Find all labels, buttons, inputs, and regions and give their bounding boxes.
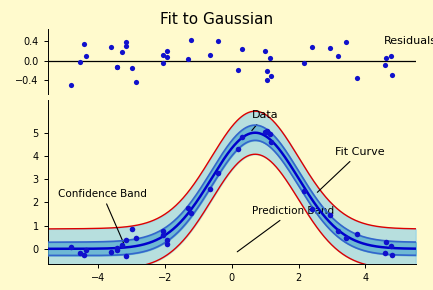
Point <box>123 44 129 48</box>
Point <box>238 135 245 139</box>
Text: Prediction Band: Prediction Band <box>237 206 334 252</box>
Point <box>215 171 222 175</box>
Text: Fit to Gaussian: Fit to Gaussian <box>160 12 273 27</box>
Point <box>77 60 84 65</box>
Point <box>382 240 389 244</box>
Point <box>108 45 115 50</box>
Point <box>123 238 130 242</box>
Point <box>160 228 167 233</box>
Point <box>264 78 271 82</box>
Point <box>235 68 242 72</box>
Point <box>261 129 268 134</box>
Point <box>164 238 171 243</box>
Point <box>185 206 192 211</box>
Point <box>68 244 75 249</box>
Point <box>119 50 126 55</box>
Point <box>123 40 130 44</box>
Point <box>113 246 120 250</box>
Point <box>342 236 349 240</box>
Point <box>113 247 120 252</box>
Point <box>263 69 270 73</box>
Point <box>238 47 245 51</box>
Point <box>389 73 396 77</box>
Point <box>164 242 171 246</box>
Point <box>207 187 214 191</box>
Point <box>128 66 135 70</box>
Point <box>113 64 120 69</box>
Point <box>128 226 135 231</box>
Point <box>81 41 87 46</box>
Point <box>108 249 115 254</box>
Point <box>113 65 120 70</box>
Point <box>326 46 333 51</box>
Point <box>300 61 307 66</box>
Point <box>83 54 90 59</box>
Point <box>334 53 341 58</box>
Point <box>264 129 271 134</box>
Point <box>81 253 87 258</box>
Point <box>119 243 126 248</box>
Point <box>308 206 315 211</box>
Point <box>381 251 388 255</box>
Point <box>160 61 167 65</box>
Point <box>207 52 214 57</box>
Point <box>187 37 194 42</box>
Point <box>185 57 192 61</box>
Point <box>215 39 222 43</box>
Point <box>164 55 171 60</box>
Point <box>164 48 171 53</box>
Text: Confidence Band: Confidence Band <box>58 188 146 243</box>
Point <box>389 252 396 257</box>
Point <box>261 49 268 54</box>
Text: Residuals: Residuals <box>384 36 433 46</box>
Point <box>187 211 194 215</box>
Point <box>83 247 90 252</box>
Point <box>334 229 341 233</box>
Point <box>382 56 389 61</box>
Point <box>77 251 84 255</box>
Point <box>235 146 242 151</box>
Point <box>266 56 273 61</box>
Point <box>268 74 275 79</box>
Point <box>132 80 139 85</box>
Point <box>354 231 361 236</box>
Point <box>300 188 307 193</box>
Point <box>308 45 315 49</box>
Point <box>132 236 139 241</box>
Point <box>159 53 166 57</box>
Point <box>354 75 361 80</box>
Text: Fit Curve: Fit Curve <box>317 147 385 192</box>
Text: Data: Data <box>252 110 278 130</box>
Point <box>342 40 349 44</box>
Point <box>68 82 75 87</box>
Point <box>387 244 394 248</box>
Point <box>159 233 166 238</box>
Point <box>387 53 394 58</box>
Point <box>266 132 273 137</box>
Point <box>326 213 333 217</box>
Point <box>123 253 129 258</box>
Point <box>263 129 270 133</box>
Point <box>268 139 275 144</box>
Point <box>381 63 388 67</box>
